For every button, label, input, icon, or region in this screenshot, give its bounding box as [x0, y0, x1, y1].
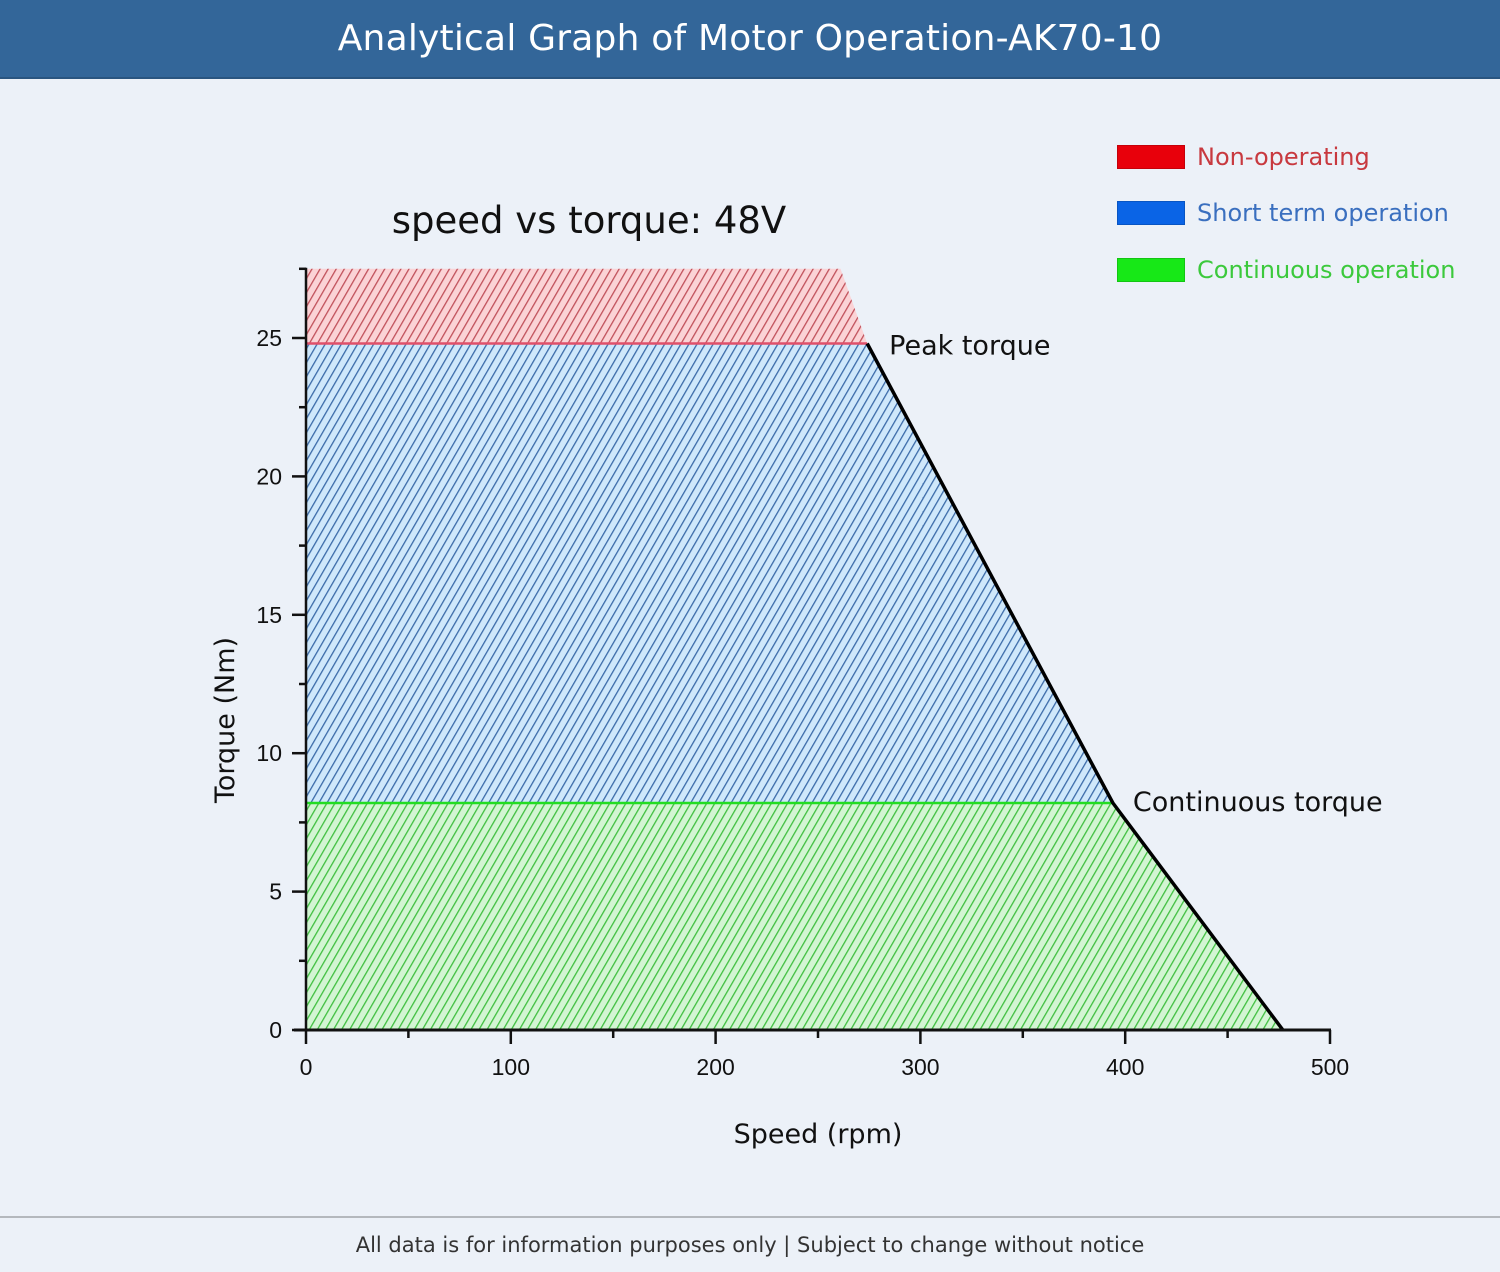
y-tick-label: 20: [256, 463, 282, 489]
legend-label: Continuous operation: [1197, 256, 1456, 284]
y-tick-label: 25: [256, 325, 282, 351]
page-title: Analytical Graph of Motor Operation-AK70…: [337, 18, 1163, 59]
y-axis-label: Torque (Nm): [210, 637, 241, 804]
x-tick-label: 500: [1311, 1054, 1349, 1080]
x-axis-label: Speed (rpm): [734, 1119, 903, 1150]
y-tick-label: 15: [256, 602, 282, 628]
x-tick-label: 200: [696, 1054, 734, 1080]
header-bar: Analytical Graph of Motor Operation-AK70…: [0, 0, 1500, 79]
short-term-region: [306, 343, 1113, 803]
legend-label: Short term operation: [1197, 199, 1449, 227]
legend-label: Non-operating: [1197, 143, 1370, 171]
legend-swatch-blue: [1117, 201, 1185, 225]
x-tick-label: 0: [300, 1054, 313, 1080]
footer: All data is for information purposes onl…: [0, 1218, 1500, 1272]
speed-torque-chart: speed vs torque: 48V 0 100 200 300 400 500 0 5 1…: [210, 199, 1383, 1150]
footer-divider: [0, 1216, 1500, 1218]
y-tick-label: 10: [256, 740, 282, 766]
chart-title: speed vs torque: 48V: [392, 199, 787, 242]
disclaimer-text: All data is for information purposes onl…: [355, 1233, 1145, 1257]
torque-speed-boundary-curve: [865, 342, 1285, 1032]
continuous-region: [306, 803, 1283, 1030]
non-operating-region: [306, 268, 868, 344]
continuous-torque-annotation: Continuous torque: [1133, 787, 1383, 818]
legend-item-continuous: Continuous operation: [1117, 253, 1455, 287]
y-tick-label: 0: [269, 1017, 282, 1043]
legend-item-short-term: Short term operation: [1117, 196, 1449, 230]
legend-swatch-red: [1117, 145, 1185, 169]
x-tick-label: 400: [1106, 1054, 1144, 1080]
x-tick-label: 100: [492, 1054, 530, 1080]
peak-torque-annotation: Peak torque: [889, 331, 1050, 362]
legend-item-non-operating: Non-operating: [1117, 140, 1370, 174]
legend-swatch-green: [1117, 258, 1185, 282]
y-tick-label: 5: [269, 879, 282, 905]
x-tick-label: 300: [901, 1054, 939, 1080]
